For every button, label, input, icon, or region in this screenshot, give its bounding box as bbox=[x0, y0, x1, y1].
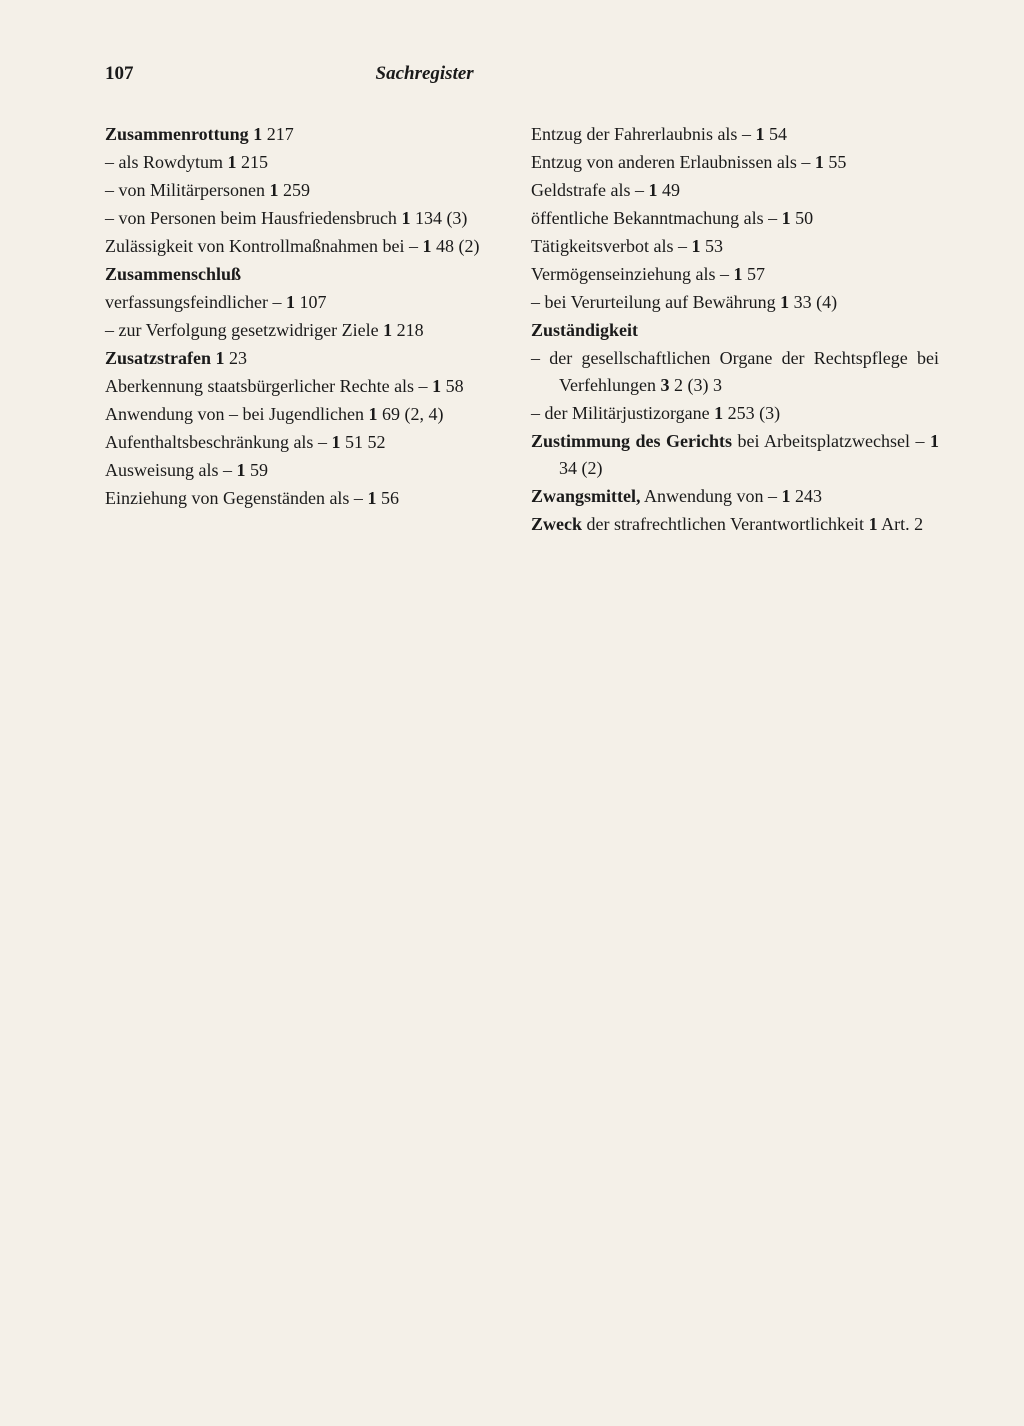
index-entry: – bei Verurteilung auf Bewährung 1 33 (4… bbox=[531, 289, 939, 316]
index-entry: öffentliche Bekanntmachung als – 1 50 bbox=[531, 205, 939, 232]
index-entry: Ausweisung als – 1 59 bbox=[105, 457, 513, 484]
index-entry: Aberkennung staatsbürgerlicher Rechte al… bbox=[105, 373, 513, 400]
index-entry: Zwangsmittel, Anwendung von – 1 243 bbox=[531, 483, 939, 510]
index-entry: Einziehung von Gegenständen als – 1 56 bbox=[105, 485, 513, 512]
page-number: 107 bbox=[105, 60, 134, 89]
index-entry: – von Militärpersonen 1 259 bbox=[105, 177, 513, 204]
index-entry: – der Militärjustizorgane 1 253 (3) bbox=[531, 400, 939, 427]
page-header: 107 Sachregister bbox=[105, 60, 939, 89]
index-entry: verfassungsfeindlicher – 1 107 bbox=[105, 289, 513, 316]
index-entry: – der gesellschaftlichen Organe der Rech… bbox=[531, 345, 939, 399]
index-entry: – von Personen beim Hausfriedensbruch 1 … bbox=[105, 205, 513, 232]
right-column: Entzug der Fahrerlaubnis als – 1 54Entzu… bbox=[531, 121, 939, 539]
index-columns: Zusammenrottung 1 217– als Rowdytum 1 21… bbox=[105, 121, 939, 539]
index-entry: Anwendung von – bei Jugendlichen 1 69 (2… bbox=[105, 401, 513, 428]
index-entry: Zustimmung des Gerichts bei Arbeitsplatz… bbox=[531, 428, 939, 482]
index-entry: Zusammenrottung 1 217 bbox=[105, 121, 513, 148]
index-entry: – zur Verfolgung gesetzwidriger Ziele 1 … bbox=[105, 317, 513, 344]
index-entry: Zweck der strafrechtlichen Verantwortlic… bbox=[531, 511, 939, 538]
index-entry: Entzug von anderen Erlaubnissen als – 1 … bbox=[531, 149, 939, 176]
index-entry: Tätigkeitsverbot als – 1 53 bbox=[531, 233, 939, 260]
left-column: Zusammenrottung 1 217– als Rowdytum 1 21… bbox=[105, 121, 513, 539]
header-title: Sachregister bbox=[376, 60, 474, 89]
index-entry: Zusatzstrafen 1 23 bbox=[105, 345, 513, 372]
index-entry: Geldstrafe als – 1 49 bbox=[531, 177, 939, 204]
index-entry: – als Rowdytum 1 215 bbox=[105, 149, 513, 176]
index-entry: Zusammenschluß bbox=[105, 261, 513, 288]
index-entry: Aufenthaltsbeschränkung als – 1 51 52 bbox=[105, 429, 513, 456]
index-entry: Zuständigkeit bbox=[531, 317, 939, 344]
index-entry: Vermögenseinziehung als – 1 57 bbox=[531, 261, 939, 288]
index-entry: Zulässigkeit von Kontrollmaßnahmen bei –… bbox=[105, 233, 513, 260]
index-entry: Entzug der Fahrerlaubnis als – 1 54 bbox=[531, 121, 939, 148]
